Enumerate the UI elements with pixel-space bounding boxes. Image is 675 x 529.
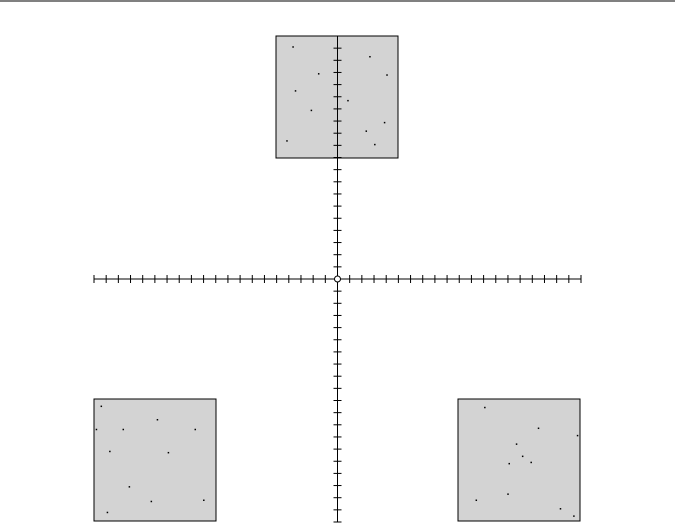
dot <box>122 428 125 431</box>
dot <box>507 493 509 495</box>
panel-bottom-left <box>93 398 217 522</box>
dot <box>559 508 562 510</box>
dot <box>203 499 205 502</box>
dot <box>109 450 111 453</box>
dot <box>573 515 575 517</box>
dot <box>515 443 518 445</box>
dot <box>95 428 98 431</box>
dot <box>128 486 131 488</box>
dot <box>576 434 579 437</box>
dots-layer <box>95 46 579 517</box>
dot <box>286 140 288 142</box>
ticks-layer <box>93 35 582 523</box>
origin-marker <box>334 275 341 283</box>
dot <box>386 74 388 76</box>
dot <box>292 46 294 48</box>
dot <box>310 109 313 112</box>
dot <box>365 130 368 132</box>
dot <box>475 499 478 502</box>
dot <box>194 428 197 431</box>
dot <box>100 405 103 408</box>
dot <box>530 461 532 464</box>
dot <box>347 99 349 102</box>
dot <box>150 500 153 503</box>
dot <box>484 406 486 409</box>
dot <box>317 73 320 75</box>
dot <box>383 121 386 124</box>
panel-bottom-right <box>457 398 581 522</box>
dot <box>294 90 297 92</box>
dot <box>106 511 109 514</box>
dot <box>537 427 540 430</box>
dot <box>508 462 510 465</box>
dot <box>521 455 524 458</box>
dot <box>167 451 170 454</box>
dot <box>369 55 371 58</box>
dot <box>374 143 376 146</box>
dot <box>156 418 159 421</box>
